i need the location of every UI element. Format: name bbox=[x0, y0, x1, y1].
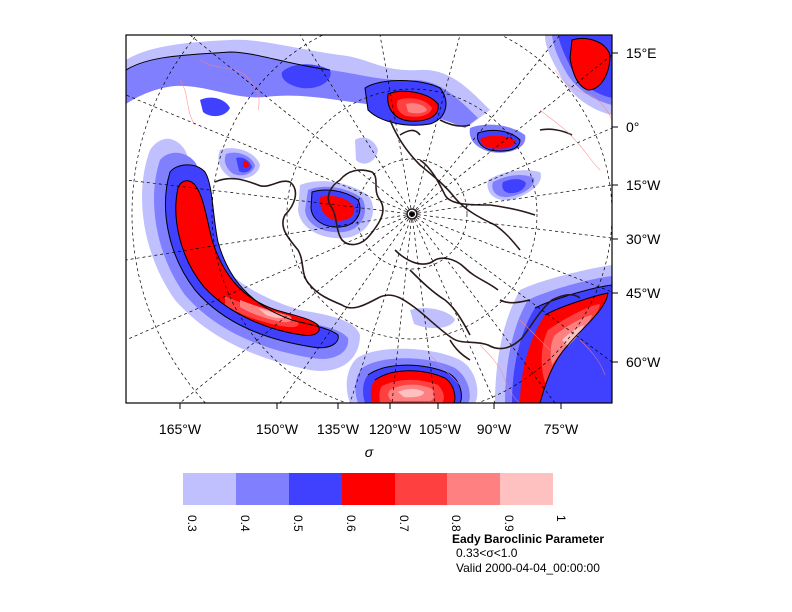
colorbar-tick-label: 0.5 bbox=[291, 515, 305, 532]
lat-label: 30°W bbox=[626, 231, 661, 247]
colorbar-swatch bbox=[342, 473, 395, 505]
colorbar-swatch bbox=[236, 473, 289, 505]
colorbar-tick-label: 0.8 bbox=[449, 515, 463, 532]
colorbar bbox=[183, 473, 553, 505]
colorbar-swatch bbox=[289, 473, 342, 505]
plot-title: Eady Baroclinic Parameter bbox=[452, 532, 604, 546]
colorbar-swatch bbox=[447, 473, 500, 505]
colorbar-swatch bbox=[500, 473, 553, 505]
coastlines bbox=[214, 119, 581, 361]
axis-ticks bbox=[179, 52, 618, 409]
lat-label: 45°W bbox=[626, 285, 661, 301]
plot-valid-time: Valid 2000-04-04_00:00:00 bbox=[456, 561, 600, 575]
lat-label: 15°W bbox=[626, 177, 661, 193]
colorbar-tick-label: 0.3 bbox=[185, 515, 199, 532]
plot-subtitle-sigma: 0.33<σ<1.0 bbox=[456, 546, 518, 560]
lon-label: 150°W bbox=[256, 421, 299, 437]
x-axis-label: σ bbox=[365, 444, 374, 460]
lon-label: 135°W bbox=[317, 421, 360, 437]
lat-label: 0° bbox=[626, 119, 639, 135]
lon-label: 75°W bbox=[544, 421, 579, 437]
lat-label: 15°E bbox=[626, 45, 657, 61]
lat-labels: 15°E 0° 15°W 30°W 45°W 60°W bbox=[626, 45, 661, 370]
colorbar-labels: 0.3 0.4 0.5 0.6 0.7 0.8 0.9 1 bbox=[185, 515, 568, 532]
shade-level-09 bbox=[258, 308, 584, 398]
colorbar-tick-label: 0.4 bbox=[238, 515, 252, 532]
graticule bbox=[126, 35, 612, 403]
contour-lines bbox=[126, 38, 612, 403]
colorbar-tick-label: 0.9 bbox=[502, 515, 516, 532]
map-plot-area bbox=[126, 35, 612, 403]
colorbar-tick-label: 0.6 bbox=[344, 515, 358, 532]
colorbar-swatch bbox=[183, 473, 236, 505]
lat-label: 60°W bbox=[626, 354, 661, 370]
colorbar-swatch bbox=[395, 473, 447, 505]
lon-labels: 165°W 150°W 135°W 120°W 105°W 90°W 75°W bbox=[159, 421, 579, 437]
colorbar-tick-label: 0.7 bbox=[397, 515, 411, 532]
colorbar-tick-label: 1 bbox=[554, 515, 568, 522]
political-borders bbox=[179, 59, 612, 403]
lon-label: 105°W bbox=[419, 421, 462, 437]
map-frame bbox=[125, 34, 613, 404]
lon-label: 165°W bbox=[159, 421, 202, 437]
lon-label: 90°W bbox=[477, 421, 512, 437]
lon-label: 120°W bbox=[369, 421, 412, 437]
